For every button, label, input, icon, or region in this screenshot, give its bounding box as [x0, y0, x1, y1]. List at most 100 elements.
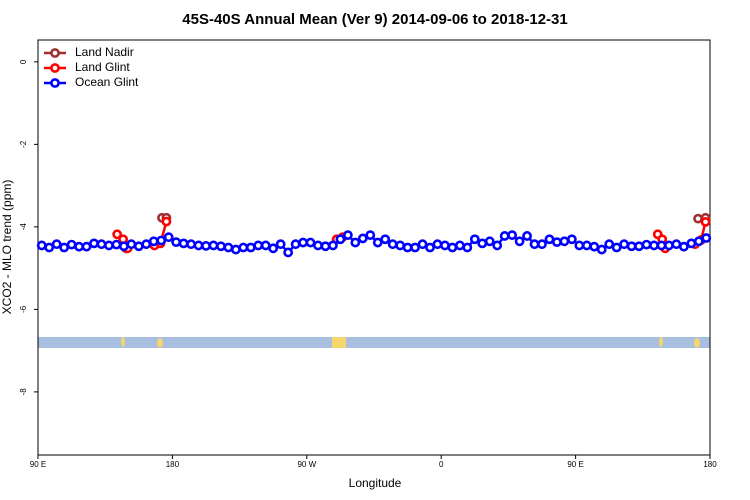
- data-point: [395, 240, 406, 251]
- data-point: [447, 242, 458, 253]
- y-tick-label: -4: [19, 223, 28, 231]
- data-point: [656, 240, 667, 251]
- data-point: [581, 240, 592, 251]
- legend-marker: [50, 63, 60, 73]
- legend-label: Land Nadir: [75, 45, 134, 59]
- data-point: [589, 241, 600, 252]
- data-point: [290, 239, 301, 250]
- data-point: [335, 234, 346, 245]
- data-point: [111, 239, 122, 250]
- y-tick-label: -6: [19, 305, 28, 313]
- data-point: [432, 239, 443, 250]
- data-point: [425, 242, 435, 253]
- data-point: [664, 240, 674, 251]
- data-point: [133, 241, 144, 252]
- data-point: [693, 236, 704, 247]
- data-point: [81, 241, 92, 252]
- data-point: [208, 240, 219, 251]
- data-point: [469, 234, 480, 245]
- data-point: [223, 242, 234, 253]
- data-point: [559, 236, 570, 247]
- data-point: [36, 240, 47, 251]
- data-point: [522, 231, 532, 241]
- data-point: [365, 230, 376, 241]
- data-point: [350, 237, 361, 248]
- x-tick-label: 180: [166, 460, 180, 469]
- data-point: [619, 239, 630, 250]
- data-point: [163, 232, 174, 243]
- data-point: [201, 240, 211, 251]
- data-point: [372, 237, 383, 248]
- data-point: [507, 230, 518, 241]
- data-point: [440, 240, 450, 251]
- data-point: [74, 241, 84, 252]
- data-point: [477, 238, 488, 249]
- data-point: [380, 234, 391, 245]
- data-point: [171, 237, 182, 248]
- data-point: [104, 240, 114, 251]
- data-point: [529, 239, 540, 250]
- data-point: [275, 239, 286, 250]
- x-tick-label: 180: [703, 460, 717, 469]
- data-point: [156, 235, 167, 246]
- data-point: [700, 217, 711, 227]
- data-point: [701, 233, 712, 243]
- data-point: [499, 231, 510, 241]
- data-point: [552, 237, 562, 248]
- data-point: [245, 242, 256, 253]
- data-point: [216, 241, 226, 252]
- data-point: [634, 241, 644, 252]
- data-point: [671, 239, 682, 250]
- land-mask-band: [38, 337, 710, 348]
- data-point: [96, 239, 107, 250]
- data-point: [357, 233, 368, 244]
- data-point: [178, 238, 189, 249]
- data-point: [604, 239, 615, 250]
- data-point: [611, 242, 622, 253]
- data-point: [492, 240, 503, 251]
- legend-marker: [50, 48, 60, 58]
- data-point: [402, 242, 413, 253]
- data-point: [161, 216, 172, 227]
- data-point: [44, 242, 55, 253]
- data-point: [305, 237, 316, 248]
- chart-title: 45S-40S Annual Mean (Ver 9) 2014-09-06 t…: [182, 11, 567, 28]
- x-axis-label: Longitude: [349, 476, 402, 490]
- data-point: [66, 239, 77, 250]
- data-point: [148, 236, 159, 247]
- data-point: [514, 236, 525, 247]
- data-point: [693, 213, 703, 224]
- y-tick-label: -2: [19, 140, 28, 148]
- data-point: [230, 244, 241, 255]
- data-point: [454, 240, 465, 251]
- data-point: [253, 240, 264, 251]
- x-tick-label: 90 E: [567, 460, 583, 469]
- data-point: [268, 243, 279, 254]
- data-point: [320, 241, 331, 252]
- data-point: [59, 242, 70, 253]
- data-point: [641, 239, 652, 250]
- data-point: [51, 239, 62, 250]
- data-point: [328, 240, 338, 251]
- legend-label: Ocean Glint: [75, 75, 139, 89]
- data-point: [678, 241, 689, 252]
- data-point: [387, 239, 398, 250]
- data-point: [566, 234, 577, 245]
- data-point: [313, 240, 323, 251]
- data-point: [410, 242, 420, 253]
- legend-marker: [50, 78, 60, 88]
- data-point: [193, 240, 204, 251]
- data-point: [238, 242, 249, 253]
- data-point: [686, 238, 697, 249]
- data-point: [126, 239, 137, 250]
- data-point: [596, 244, 607, 255]
- legend-label: Land Glint: [75, 60, 130, 74]
- y-axis-label: XCO2 - MLO trend (ppm): [0, 180, 14, 315]
- data-point: [89, 238, 99, 249]
- data-point: [283, 247, 294, 258]
- y-tick-label: 0: [19, 59, 28, 64]
- x-tick-label: 90 W: [297, 460, 316, 469]
- data-point: [141, 239, 152, 250]
- data-point: [574, 240, 585, 251]
